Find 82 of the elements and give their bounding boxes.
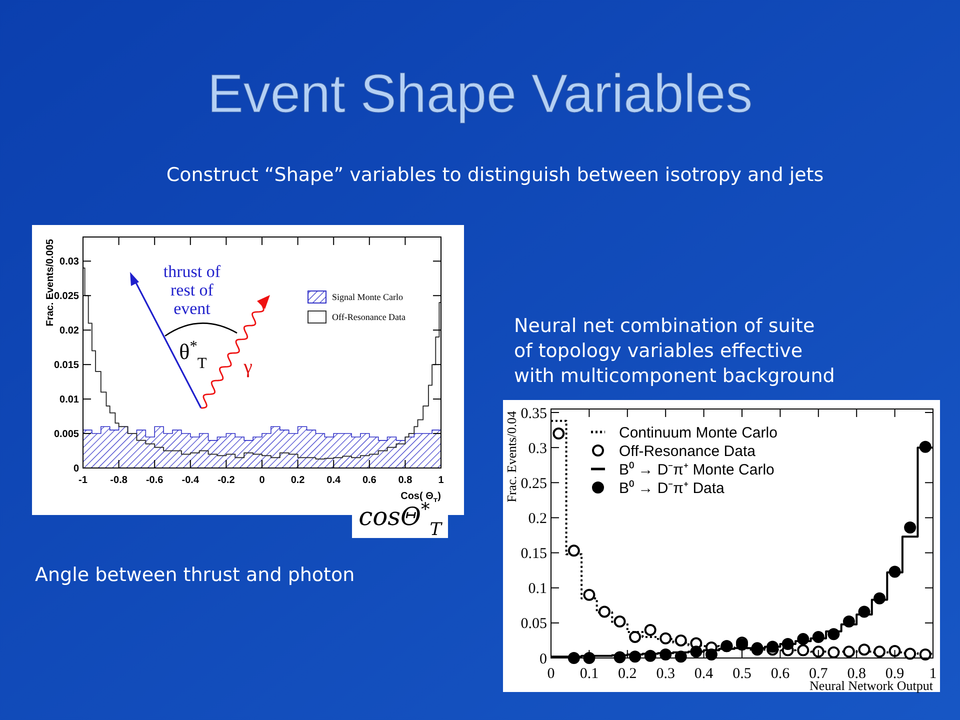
x-tick-label: -0.2 bbox=[218, 475, 236, 486]
point bbox=[782, 638, 794, 650]
x-tick-label: 0.3 bbox=[656, 666, 675, 682]
point bbox=[629, 630, 642, 643]
point bbox=[858, 644, 870, 656]
x-tick-label: 0.4 bbox=[694, 666, 714, 682]
x-tick-label: -0.8 bbox=[110, 475, 128, 486]
point bbox=[812, 630, 824, 643]
point bbox=[842, 646, 855, 658]
x-tick-label: 0.5 bbox=[732, 666, 752, 682]
y-tick-label: 0.3 bbox=[528, 440, 547, 457]
x-tick-label: -0.4 bbox=[182, 475, 200, 486]
x-tick-label: 0.8 bbox=[398, 475, 413, 486]
x-tick-label: -0.6 bbox=[146, 475, 164, 486]
y-axis-title: Frac. Events/0.005 bbox=[45, 238, 56, 326]
point bbox=[552, 428, 565, 440]
x-tick-label: 0.2 bbox=[290, 475, 306, 486]
y-tick-label: 0.02 bbox=[60, 326, 80, 337]
x-tick-label: -1 bbox=[78, 475, 88, 486]
y-tick-label: 0.25 bbox=[520, 476, 547, 492]
y-tick-label: 0.35 bbox=[520, 406, 547, 422]
point bbox=[888, 644, 901, 657]
annotation: γ bbox=[242, 356, 253, 378]
text: Angle between thrust and photon bbox=[35, 564, 355, 586]
x-tick-label: 0.2 bbox=[618, 666, 637, 682]
point bbox=[614, 616, 626, 628]
point bbox=[904, 522, 916, 534]
legend-label: Signal Monte Carlo bbox=[332, 292, 404, 302]
x-tick-label: 1 bbox=[438, 475, 444, 486]
y-tick-label: 0.03 bbox=[60, 256, 80, 268]
chart-title: Event Shape Variables bbox=[207, 64, 753, 124]
legend-label: B⁰ → D⁻π⁺ Monte Carlo bbox=[619, 461, 774, 478]
point bbox=[644, 624, 656, 636]
point bbox=[874, 592, 886, 604]
text: Neural net combination of suite of topology variables effective with multicomponent background bbox=[514, 315, 835, 387]
point bbox=[660, 632, 672, 644]
point bbox=[904, 648, 916, 660]
point bbox=[797, 633, 810, 646]
point bbox=[674, 650, 687, 663]
text: Construct “Shape” variables to distinguish between isotropy and jets bbox=[166, 164, 824, 186]
y-tick-label: 0.05 bbox=[520, 616, 547, 632]
x-tick-label: 0.6 bbox=[362, 475, 377, 486]
point bbox=[583, 588, 596, 601]
y-tick-label: 0.005 bbox=[54, 429, 80, 440]
point bbox=[797, 644, 810, 656]
y-axis-title: Frac. Events/0.04 bbox=[504, 410, 519, 502]
point bbox=[874, 646, 886, 658]
point bbox=[919, 648, 932, 660]
y-tick-label: 0.015 bbox=[54, 360, 80, 372]
y-tick-label: 0.1 bbox=[528, 581, 547, 598]
x-tick-label: 0 bbox=[259, 475, 266, 486]
x-tick-label: 0.6 bbox=[770, 666, 790, 682]
point bbox=[842, 616, 855, 628]
point bbox=[858, 606, 870, 618]
x-tick-label: 0.1 bbox=[580, 666, 599, 682]
y-tick-label: 0.15 bbox=[520, 546, 547, 562]
point bbox=[568, 544, 580, 557]
point bbox=[568, 652, 580, 664]
y-tick-label: 0 bbox=[73, 464, 80, 474]
point bbox=[766, 640, 779, 653]
point bbox=[888, 566, 901, 578]
legend-label: Off-Resonance Data bbox=[332, 312, 406, 322]
x-tick-label: 0.4 bbox=[326, 475, 341, 486]
y-tick-label: 0.025 bbox=[54, 291, 80, 302]
point bbox=[629, 650, 642, 663]
point bbox=[660, 648, 672, 660]
point bbox=[644, 650, 656, 662]
legend-label: Off-Resonance Data bbox=[619, 442, 756, 460]
point bbox=[828, 646, 840, 658]
legend-label: Continuum Monte Carlo bbox=[619, 424, 778, 442]
y-tick-label: 0.2 bbox=[528, 510, 547, 527]
point bbox=[812, 646, 824, 658]
y-tick-label: 0.01 bbox=[60, 394, 80, 406]
legend-label: B⁰ → D⁻π⁺ Data bbox=[619, 480, 726, 497]
point bbox=[705, 648, 718, 660]
point bbox=[919, 440, 932, 453]
point bbox=[674, 634, 687, 646]
point bbox=[828, 628, 840, 640]
point bbox=[690, 646, 702, 658]
y-tick-label: 0 bbox=[540, 651, 547, 668]
point bbox=[598, 606, 610, 618]
annotation: thrust of rest of event bbox=[163, 262, 221, 318]
